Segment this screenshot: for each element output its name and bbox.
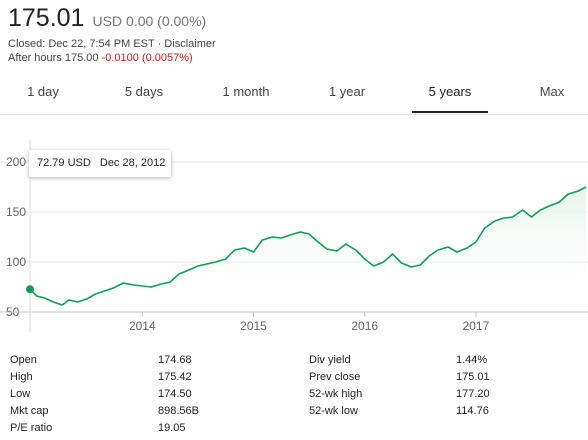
tooltip-date: Dec 28, 2012 xyxy=(99,157,166,169)
currency-code: USD xyxy=(92,13,123,29)
tab-5-years[interactable]: 5 years xyxy=(412,78,488,113)
chart-tooltip: 72.79 USD Dec 28, 2012 xyxy=(29,150,171,177)
tab-1-day[interactable]: 1 day xyxy=(27,84,59,99)
closed-status-text: Closed: Dec 22, 7:54 PM EST · Disclaimer xyxy=(8,38,216,50)
stat-label-div-yield: Div yield xyxy=(309,354,351,366)
y-tick-label: 150 xyxy=(6,205,26,219)
stat-value-div-yield: 1.44% xyxy=(456,354,488,366)
x-tick-label: 2016 xyxy=(351,319,378,333)
stat-value-pe-ratio: 19.05 xyxy=(158,422,186,434)
x-tick-label: 2015 xyxy=(240,319,267,333)
stat-label-prev-close: Prev close xyxy=(309,371,361,383)
stat-label-pe-ratio: P/E ratio xyxy=(10,422,53,434)
stat-label-mkt-cap: Mkt cap xyxy=(10,405,49,417)
stat-label-open: Open xyxy=(10,354,37,366)
tab-1-year[interactable]: 1 year xyxy=(328,84,366,99)
price-area-fill xyxy=(30,187,586,312)
current-price: 175.01 xyxy=(8,4,85,32)
hover-dot xyxy=(26,285,34,294)
y-tick-label: 200 xyxy=(6,155,26,169)
after-hours-row: After hours 175.00 -0.0100 (0.0057%) xyxy=(8,52,193,64)
x-tick-label: 2014 xyxy=(129,319,156,333)
time-range-tabs: 1 day 5 days 1 month 1 year 5 years Max xyxy=(0,78,588,115)
stat-value-prev-close: 175.01 xyxy=(456,371,490,383)
stat-value-mkt-cap: 898.56B xyxy=(158,405,199,417)
stat-value-open: 174.68 xyxy=(158,354,192,366)
stat-label-high: High xyxy=(10,371,33,383)
x-tick-label: 2017 xyxy=(463,319,490,333)
tab-max[interactable]: Max xyxy=(539,84,565,99)
after-hours-label: After hours 175.00 xyxy=(8,52,99,64)
stat-value-52wk-low: 114.76 xyxy=(456,405,489,417)
y-tick-label: 100 xyxy=(6,255,26,269)
price-line xyxy=(29,186,587,306)
stat-label-low: Low xyxy=(10,388,31,400)
quote-header: 175.01 USD 0.00 (0.00%) xyxy=(8,4,206,38)
stat-value-high: 175.42 xyxy=(158,371,192,383)
stat-label-52wk-high: 52-wk high xyxy=(309,388,363,400)
after-hours-change: -0.0100 (0.0057%) xyxy=(101,52,193,64)
tooltip-value: 72.79 USD xyxy=(37,157,91,169)
tab-5-days[interactable]: 5 days xyxy=(124,84,164,99)
stat-value-52wk-high: 177.20 xyxy=(456,388,490,400)
stat-value-low: 174.50 xyxy=(158,388,192,400)
price-change: 0.00 (0.00%) xyxy=(126,13,207,29)
tab-1-month[interactable]: 1 month xyxy=(222,84,270,99)
stat-label-52wk-low: 52-wk low xyxy=(309,405,358,417)
